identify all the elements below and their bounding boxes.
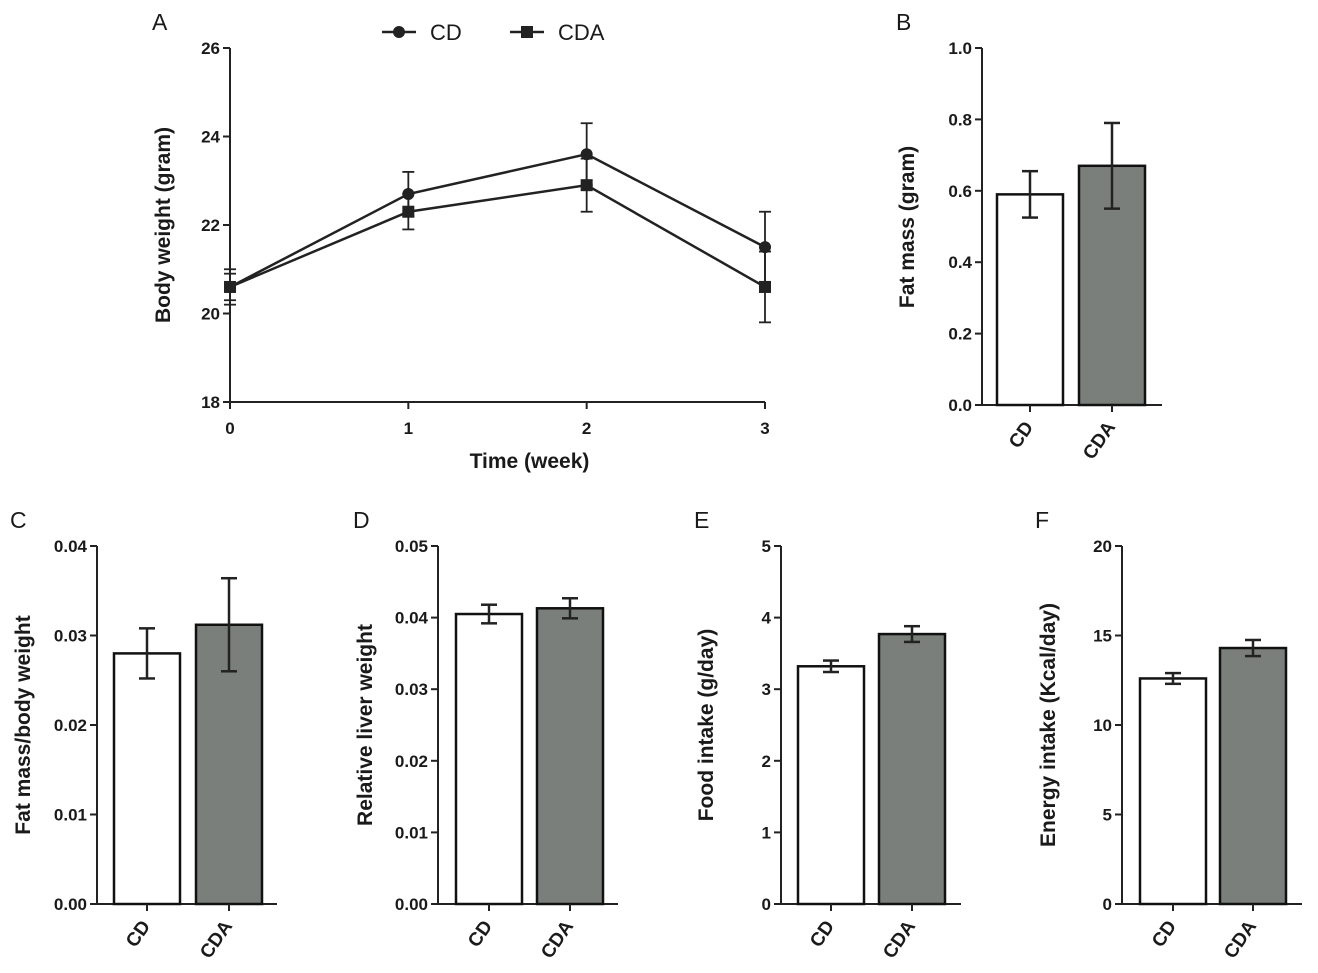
y-tick-label: 22 xyxy=(201,216,220,235)
y-tick-label: 0.00 xyxy=(54,895,87,914)
series-cda xyxy=(224,157,771,324)
legend: CD CDA xyxy=(382,20,605,45)
y-tick-label: 0.05 xyxy=(395,537,428,556)
y-tick-label: 1 xyxy=(762,823,771,842)
y-tick-label: 26 xyxy=(201,39,220,58)
category-label: CD xyxy=(464,917,497,952)
panel-e-bars: CD CDA xyxy=(781,624,961,963)
y-tick-label: 0 xyxy=(762,895,771,914)
bar-cd xyxy=(454,612,524,906)
x-axis-label: Time (week) xyxy=(470,450,590,473)
category-label: CD xyxy=(1005,418,1038,453)
y-tick-label: 0.8 xyxy=(948,110,972,129)
data-point xyxy=(224,280,236,293)
panel-letter: A xyxy=(152,9,168,35)
panel-f-y-axis: 0 5 10 15 20 Energy intake (Kcal/day) F xyxy=(1035,507,1123,914)
panel-a-x-axis: 0 1 2 3 Time (week) xyxy=(225,401,770,473)
y-tick-label: 0.00 xyxy=(395,895,428,914)
category-label: CDA xyxy=(1220,917,1261,963)
panel-a-y-axis: 18 20 22 24 26 Body weight (gram) A xyxy=(152,9,231,412)
y-axis-label: Fat mass (gram) xyxy=(896,146,919,308)
y-tick-label: 18 xyxy=(201,393,220,412)
data-point xyxy=(580,179,593,192)
category-label: CD xyxy=(1148,917,1181,952)
y-axis-label: Fat mass/body weight xyxy=(12,615,35,834)
series-line xyxy=(229,152,766,289)
y-tick-label: 0.6 xyxy=(948,182,972,201)
x-tick-label: 3 xyxy=(760,419,769,438)
data-point xyxy=(402,205,415,218)
x-tick-label: 1 xyxy=(404,419,413,438)
y-tick-label: 24 xyxy=(201,128,220,147)
y-tick-label: 3 xyxy=(762,680,771,699)
bar-cd xyxy=(995,193,1065,407)
panel-letter: E xyxy=(694,507,709,533)
y-tick-label: 5 xyxy=(1103,806,1112,825)
panel-d-y-axis: 0.00 0.01 0.02 0.03 0.04 0.05 Relative liver w… xyxy=(353,507,439,914)
panel-c-bars: CD CDA xyxy=(97,576,277,963)
category-label: CDA xyxy=(196,917,237,963)
y-axis-label: Energy intake (Kcal/day) xyxy=(1037,603,1060,847)
y-tick-label: 20 xyxy=(1093,537,1112,556)
panel-f-bars: CD CDA xyxy=(1122,638,1302,963)
series-cd xyxy=(224,122,771,306)
panel-letter: F xyxy=(1035,507,1049,533)
bar-cda xyxy=(877,632,947,906)
bar-cda xyxy=(535,607,605,906)
category-label: CDA xyxy=(1079,418,1120,464)
panel-letter: B xyxy=(896,9,911,35)
category-label: CD xyxy=(122,917,155,952)
y-tick-label: 10 xyxy=(1093,716,1112,735)
x-tick-label: 2 xyxy=(582,419,591,438)
category-label: CDA xyxy=(537,917,578,963)
y-tick-label: 5 xyxy=(762,537,771,556)
legend-label: CDA xyxy=(558,20,605,45)
y-tick-label: 0.03 xyxy=(54,627,87,646)
bar-cd xyxy=(1138,677,1208,906)
panel-e-y-axis: 0 1 2 3 4 5 Food intake (g/day) E xyxy=(694,507,782,914)
y-axis-label: Body weight (gram) xyxy=(152,127,175,323)
y-tick-label: 0.4 xyxy=(948,253,972,272)
data-point xyxy=(580,148,593,161)
y-tick-label: 0.02 xyxy=(395,752,428,771)
x-tick-label: 0 xyxy=(225,419,234,438)
legend-label: CD xyxy=(430,20,462,45)
y-tick-label: 0.2 xyxy=(948,325,972,344)
category-label: CDA xyxy=(879,917,920,963)
bar-cda xyxy=(1218,646,1288,906)
y-tick-label: 4 xyxy=(762,609,772,628)
panel-c-y-axis: 0.00 0.01 0.02 0.03 0.04 Fat mass/body weight… xyxy=(10,507,98,914)
y-tick-label: 0.02 xyxy=(54,716,87,735)
bar-cd xyxy=(796,665,866,906)
y-tick-label: 20 xyxy=(201,305,220,324)
legend-marker-square xyxy=(521,26,533,38)
panel-d-bars: CD CDA xyxy=(438,597,618,963)
y-tick-label: 0.0 xyxy=(948,396,972,415)
legend-marker-circle xyxy=(393,26,405,38)
y-tick-label: 0.01 xyxy=(395,823,428,842)
category-label: CD xyxy=(806,917,839,952)
y-tick-label: 2 xyxy=(762,752,771,771)
bar-cd xyxy=(112,652,182,906)
panel-b-y-axis: 0.0 0.2 0.4 0.6 0.8 1.0 Fat mass (gram) B xyxy=(896,9,983,415)
y-tick-label: 0.04 xyxy=(395,609,429,628)
panel-b-bars: CD CDA xyxy=(982,121,1162,464)
y-axis-label: Food intake (g/day) xyxy=(695,629,718,822)
y-tick-label: 0.01 xyxy=(54,806,87,825)
data-point xyxy=(759,241,771,254)
y-tick-label: 0.04 xyxy=(54,537,88,556)
panel-letter: D xyxy=(353,507,370,533)
y-axis-label: Relative liver weight xyxy=(354,624,377,826)
y-tick-label: 0 xyxy=(1103,895,1112,914)
series-line xyxy=(229,183,766,289)
y-tick-label: 0.03 xyxy=(395,680,428,699)
y-tick-label: 1.0 xyxy=(948,39,972,58)
data-point xyxy=(759,280,771,293)
y-tick-label: 15 xyxy=(1093,627,1112,646)
panel-letter: C xyxy=(10,507,27,533)
